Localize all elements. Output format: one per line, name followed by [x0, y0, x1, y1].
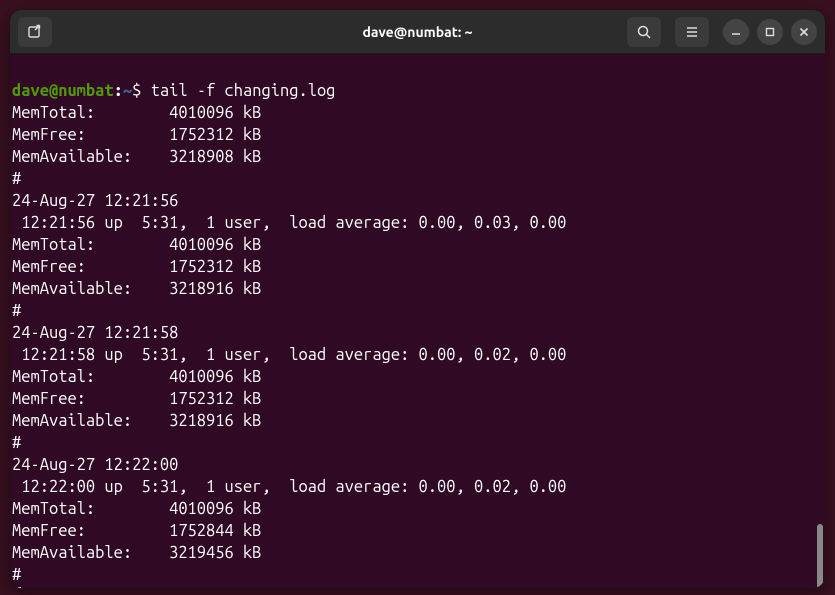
minimize-icon: [730, 26, 742, 38]
close-button[interactable]: [791, 19, 817, 45]
output-line: 24-Aug-27 12:21:58: [12, 324, 178, 342]
output-line: #: [12, 170, 21, 188]
output-line: MemTotal: 4010096 kB: [12, 368, 261, 386]
hamburger-icon: [684, 24, 700, 40]
output-line: MemFree: 1752844 kB: [12, 522, 261, 540]
output-line: MemAvailable: 3218908 kB: [12, 148, 261, 166]
maximize-button[interactable]: [757, 19, 783, 45]
terminal-body[interactable]: dave@numbat:~$ tail -f changing.log MemT…: [10, 54, 825, 588]
output-line: 12:21:56 up 5:31, 1 user, load average: …: [12, 214, 566, 232]
titlebar-right: [627, 17, 817, 47]
close-icon: [798, 26, 810, 38]
titlebar: dave@numbat: ~: [10, 10, 825, 54]
output-line: MemFree: 1752312 kB: [12, 390, 261, 408]
output-line: #: [12, 302, 21, 320]
output-line: 24-Aug-27 12:21:56: [12, 192, 178, 210]
prompt-dollar: $: [132, 82, 150, 100]
search-button[interactable]: [627, 17, 661, 47]
output-line: MemTotal: 4010096 kB: [12, 500, 261, 518]
output-line: MemAvailable: 3218916 kB: [12, 412, 261, 430]
command-text: tail -f changing.log: [151, 82, 336, 100]
output-line: MemTotal: 4010096 kB: [12, 236, 261, 254]
output-line: MemFree: 1752312 kB: [12, 258, 261, 276]
minimize-button[interactable]: [723, 19, 749, 45]
scrollbar-thumb[interactable]: [817, 524, 823, 588]
prompt-colon: :: [114, 82, 123, 100]
output-line: MemAvailable: 3219456 kB: [12, 544, 261, 562]
output-line: #: [12, 566, 21, 584]
menu-button[interactable]: [675, 17, 709, 47]
prompt-user: dave@numbat: [12, 82, 114, 100]
output-line: MemFree: 1752312 kB: [12, 126, 261, 144]
new-tab-button[interactable]: [18, 17, 52, 47]
maximize-icon: [764, 26, 776, 38]
output-line: #: [12, 434, 21, 452]
terminal-window: dave@numbat: ~: [10, 10, 825, 588]
output-line: 12:22:00 up 5:31, 1 user, load average: …: [12, 478, 566, 496]
new-tab-icon: [27, 24, 43, 40]
output-line: 24-Aug-27 12:22:00: [12, 456, 178, 474]
output-line: MemTotal: 4010096 kB: [12, 104, 261, 122]
prompt-path: ~: [123, 82, 132, 100]
output-line: 12:21:58 up 5:31, 1 user, load average: …: [12, 346, 566, 364]
cursor: [12, 587, 21, 588]
titlebar-left: [18, 17, 58, 47]
search-icon: [636, 24, 652, 40]
output-line: MemAvailable: 3218916 kB: [12, 280, 261, 298]
